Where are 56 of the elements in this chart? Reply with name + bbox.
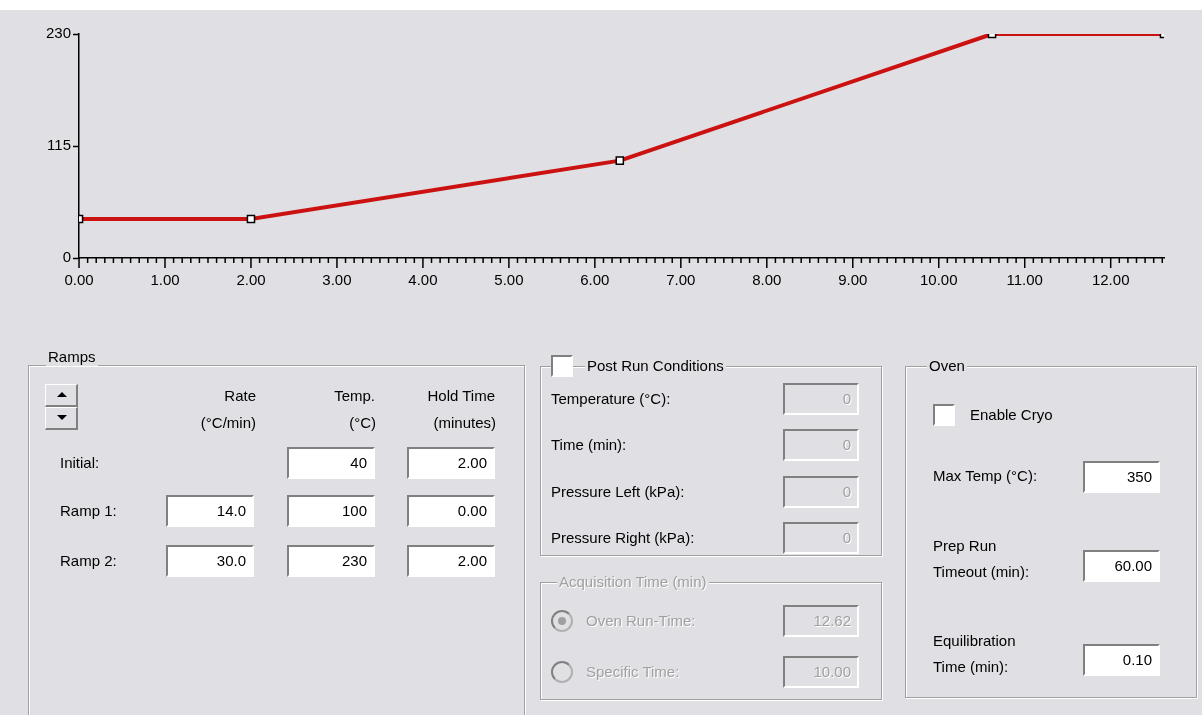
y-tick-label: 115: [47, 136, 72, 154]
text: Ramp 2:: [60, 552, 117, 570]
text: Oven: [927, 357, 967, 375]
x-tick-label: 0.00: [64, 271, 94, 289]
x-tick-label: 12.00: [1091, 271, 1130, 289]
x-tick-label: 8.00: [752, 271, 782, 289]
text: 100: [287, 495, 375, 527]
x-tick-label: 1.00: [150, 271, 180, 289]
text: (minutes): [432, 414, 496, 432]
text: 0.00: [407, 495, 495, 527]
text: Post Run Conditions: [585, 357, 726, 375]
text: Acquisition Time (min): [557, 573, 709, 591]
text: Prep Run Timeout (min):: [933, 536, 1031, 582]
text: 12.62: [783, 605, 859, 637]
text: 40: [287, 447, 375, 479]
text: Time (min):: [551, 436, 627, 454]
x-tick-label: 2.00: [236, 271, 266, 289]
text: 0: [783, 429, 859, 461]
text: 2.00: [407, 447, 495, 479]
text: Specific Time:: [586, 663, 680, 681]
x-tick-label: 7.00: [666, 271, 696, 289]
text: Enable Cryo: [970, 406, 1053, 424]
text: (°C): [348, 414, 376, 432]
text: 350: [1083, 461, 1160, 493]
text: Pressure Left (kPa):: [551, 483, 685, 501]
text: (°C/min): [199, 414, 256, 432]
text: 10.00: [783, 656, 859, 688]
text: 0.10: [1083, 644, 1160, 676]
text: Rate: [223, 387, 256, 405]
y-tick-label: 230: [46, 24, 72, 42]
x-tick-label: 9.00: [838, 271, 868, 289]
text: Temp.: [333, 387, 375, 405]
text: Initial:: [60, 454, 100, 472]
x-tick-label: 10.00: [919, 271, 958, 289]
text: 0: [783, 522, 859, 554]
text: Oven Run-Time:: [586, 612, 696, 630]
text: Temperature (°C):: [551, 390, 671, 408]
text: 30.0: [166, 545, 254, 577]
text: 60.00: [1083, 550, 1160, 582]
text: 230: [287, 545, 375, 577]
text: Ramp 1:: [60, 502, 117, 520]
x-tick-label: 11.00: [1006, 271, 1043, 289]
x-tick-label: 3.00: [322, 271, 352, 289]
x-tick-label: 4.00: [408, 271, 438, 289]
text: 0: [783, 476, 859, 508]
text: Max Temp (°C):: [933, 467, 1038, 485]
text: 2.00: [407, 545, 495, 577]
x-tick-label: 5.00: [494, 271, 524, 289]
text: Ramps: [46, 348, 98, 366]
text: 14.0: [166, 495, 254, 527]
text: 0: [783, 383, 859, 415]
text: Equilibration Time (min):: [933, 631, 1017, 677]
text: Pressure Right (kPa):: [551, 529, 695, 547]
text: Hold Time: [426, 387, 495, 405]
x-tick-label: 6.00: [580, 271, 610, 289]
y-tick-label: 0: [62, 248, 72, 266]
